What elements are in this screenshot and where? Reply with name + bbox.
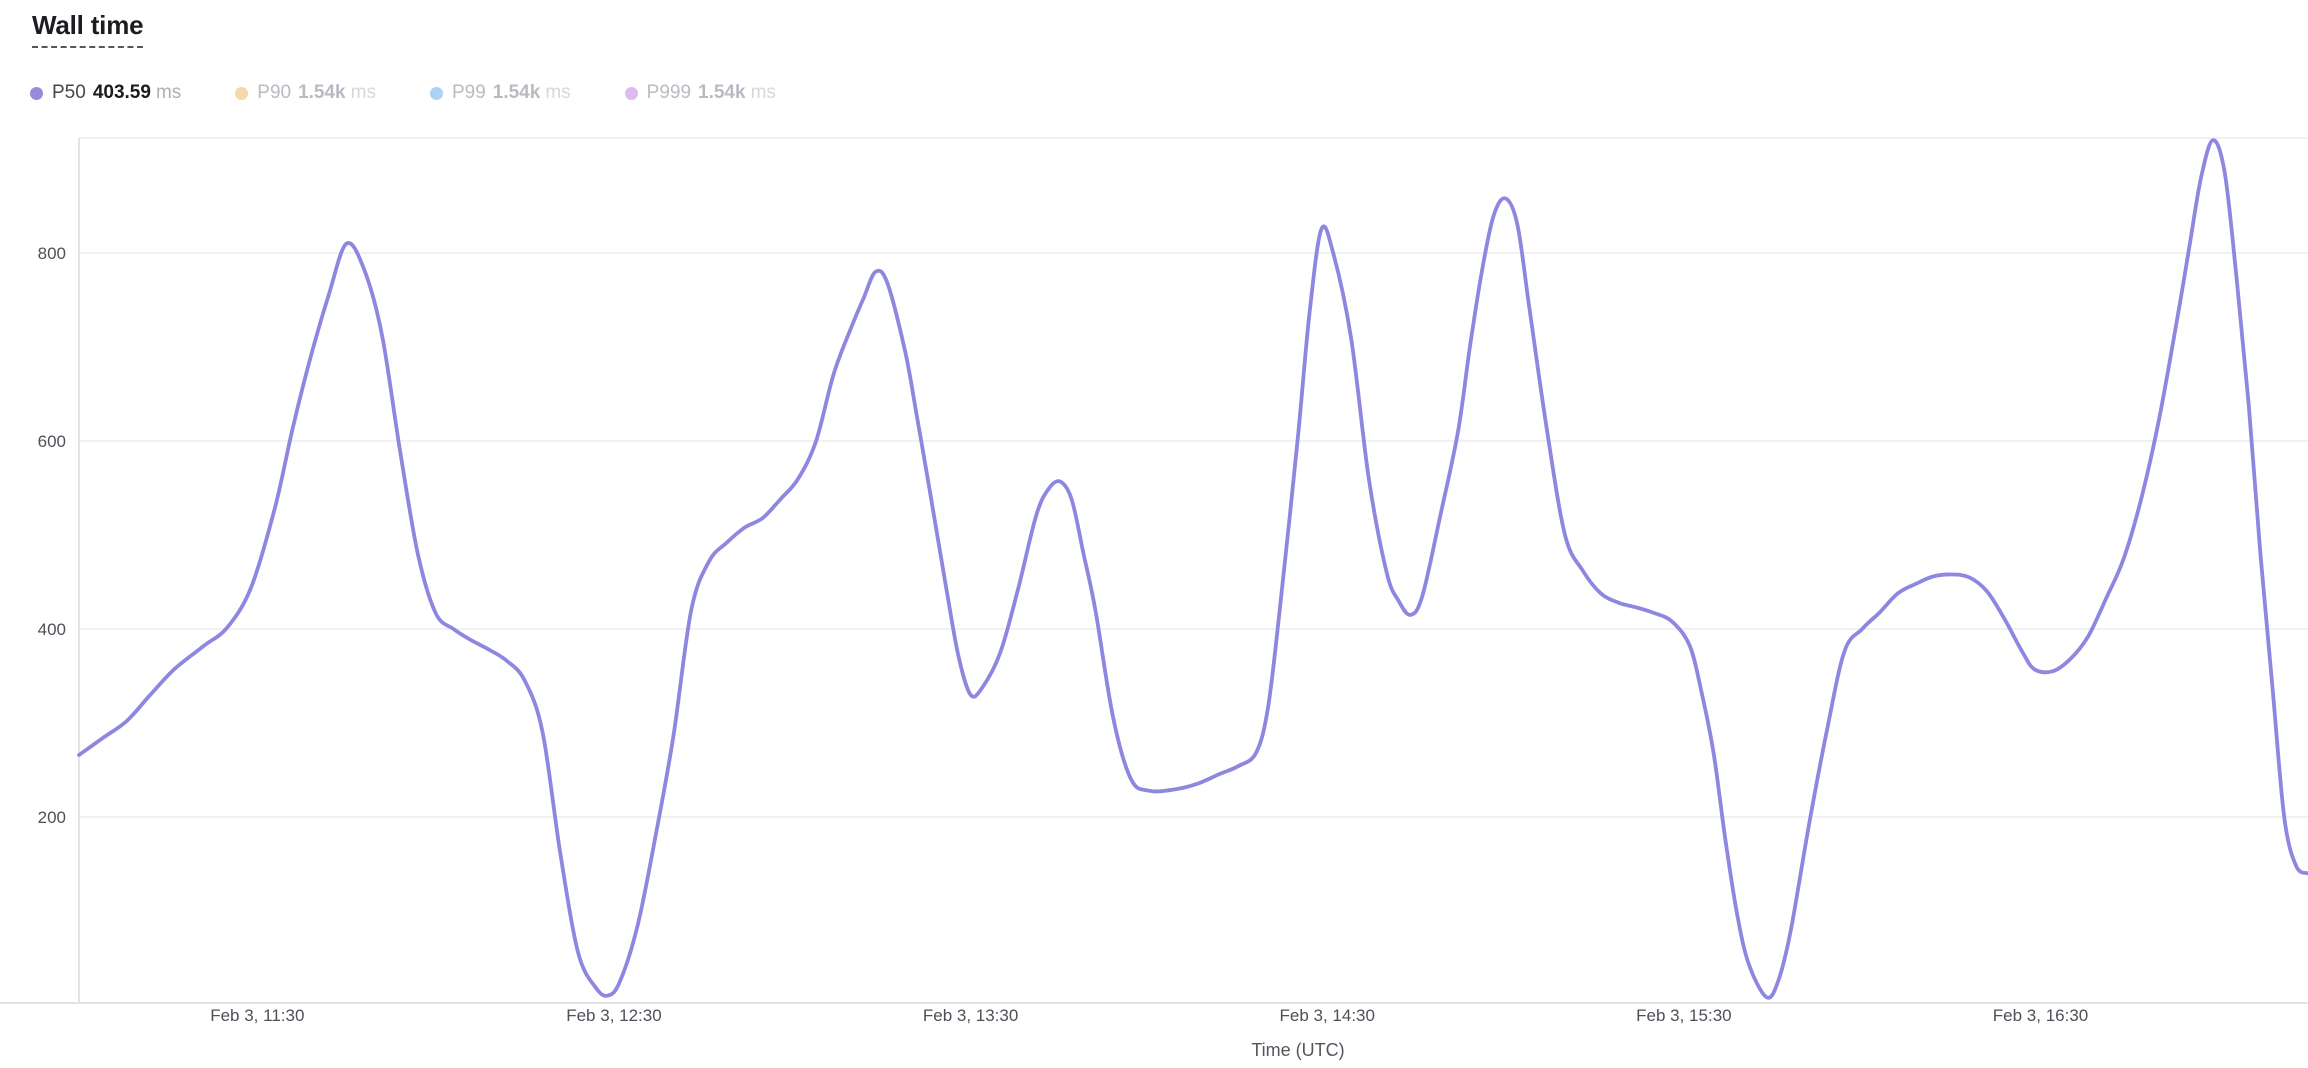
legend-label: P999 — [646, 82, 692, 103]
p50-series-dot-icon — [30, 86, 43, 100]
legend-item-p90[interactable]: P90 1.54k ms — [235, 80, 376, 106]
svg-text:600: 600 — [38, 432, 66, 451]
svg-text:200: 200 — [38, 808, 66, 827]
legend-unit: ms — [350, 82, 376, 103]
svg-text:Feb 3, 12:30: Feb 3, 12:30 — [566, 1006, 661, 1025]
gridlines — [79, 137, 2308, 818]
legend-value: 1.54k — [298, 82, 346, 103]
legend-item-p999[interactable]: P999 1.54k ms — [624, 80, 776, 106]
chart-title[interactable]: Wall time — [32, 10, 144, 48]
chart-legend: P50 403.59 ms P90 1.54k ms P99 1.54k ms … — [30, 80, 776, 106]
legend-value: 1.54k — [698, 82, 746, 103]
svg-text:400: 400 — [38, 620, 66, 639]
svg-text:Feb 3, 11:30: Feb 3, 11:30 — [210, 1006, 304, 1025]
svg-text:800: 800 — [38, 244, 66, 263]
svg-text:Feb 3, 15:30: Feb 3, 15:30 — [1636, 1006, 1731, 1025]
p99-series-dot-icon — [429, 86, 443, 100]
legend-unit: ms — [155, 82, 182, 103]
p90-series-dot-icon — [235, 86, 249, 100]
legend-item-p50[interactable]: P50 403.59 ms — [30, 80, 181, 106]
axes — [0, 138, 2308, 1004]
legend-label: P50 — [52, 82, 86, 103]
legend-unit: ms — [545, 82, 571, 103]
legend-label: P99 — [451, 82, 486, 103]
x-axis-title: Time (UTC) — [1251, 1040, 1344, 1060]
legend-item-p99[interactable]: P99 1.54k ms — [429, 80, 571, 106]
svg-text:Feb 3, 13:30: Feb 3, 13:30 — [923, 1006, 1018, 1025]
p999-series-dot-icon — [624, 86, 638, 100]
legend-value: 1.54k — [492, 82, 541, 103]
x-axis-labels: Feb 3, 11:30 Feb 3, 12:30 Feb 3, 13:30 Feb … — [210, 1006, 2088, 1025]
svg-text:Feb 3, 14:30: Feb 3, 14:30 — [1280, 1006, 1375, 1025]
legend-value: 403.59 — [92, 82, 151, 103]
legend-label: P90 — [257, 82, 292, 103]
svg-text:Feb 3, 16:30: Feb 3, 16:30 — [1993, 1006, 2088, 1025]
legend-unit: ms — [750, 82, 776, 103]
y-axis-labels: 200 400 600 800 — [38, 244, 66, 827]
p50-series-line — [77, 138, 2308, 1000]
